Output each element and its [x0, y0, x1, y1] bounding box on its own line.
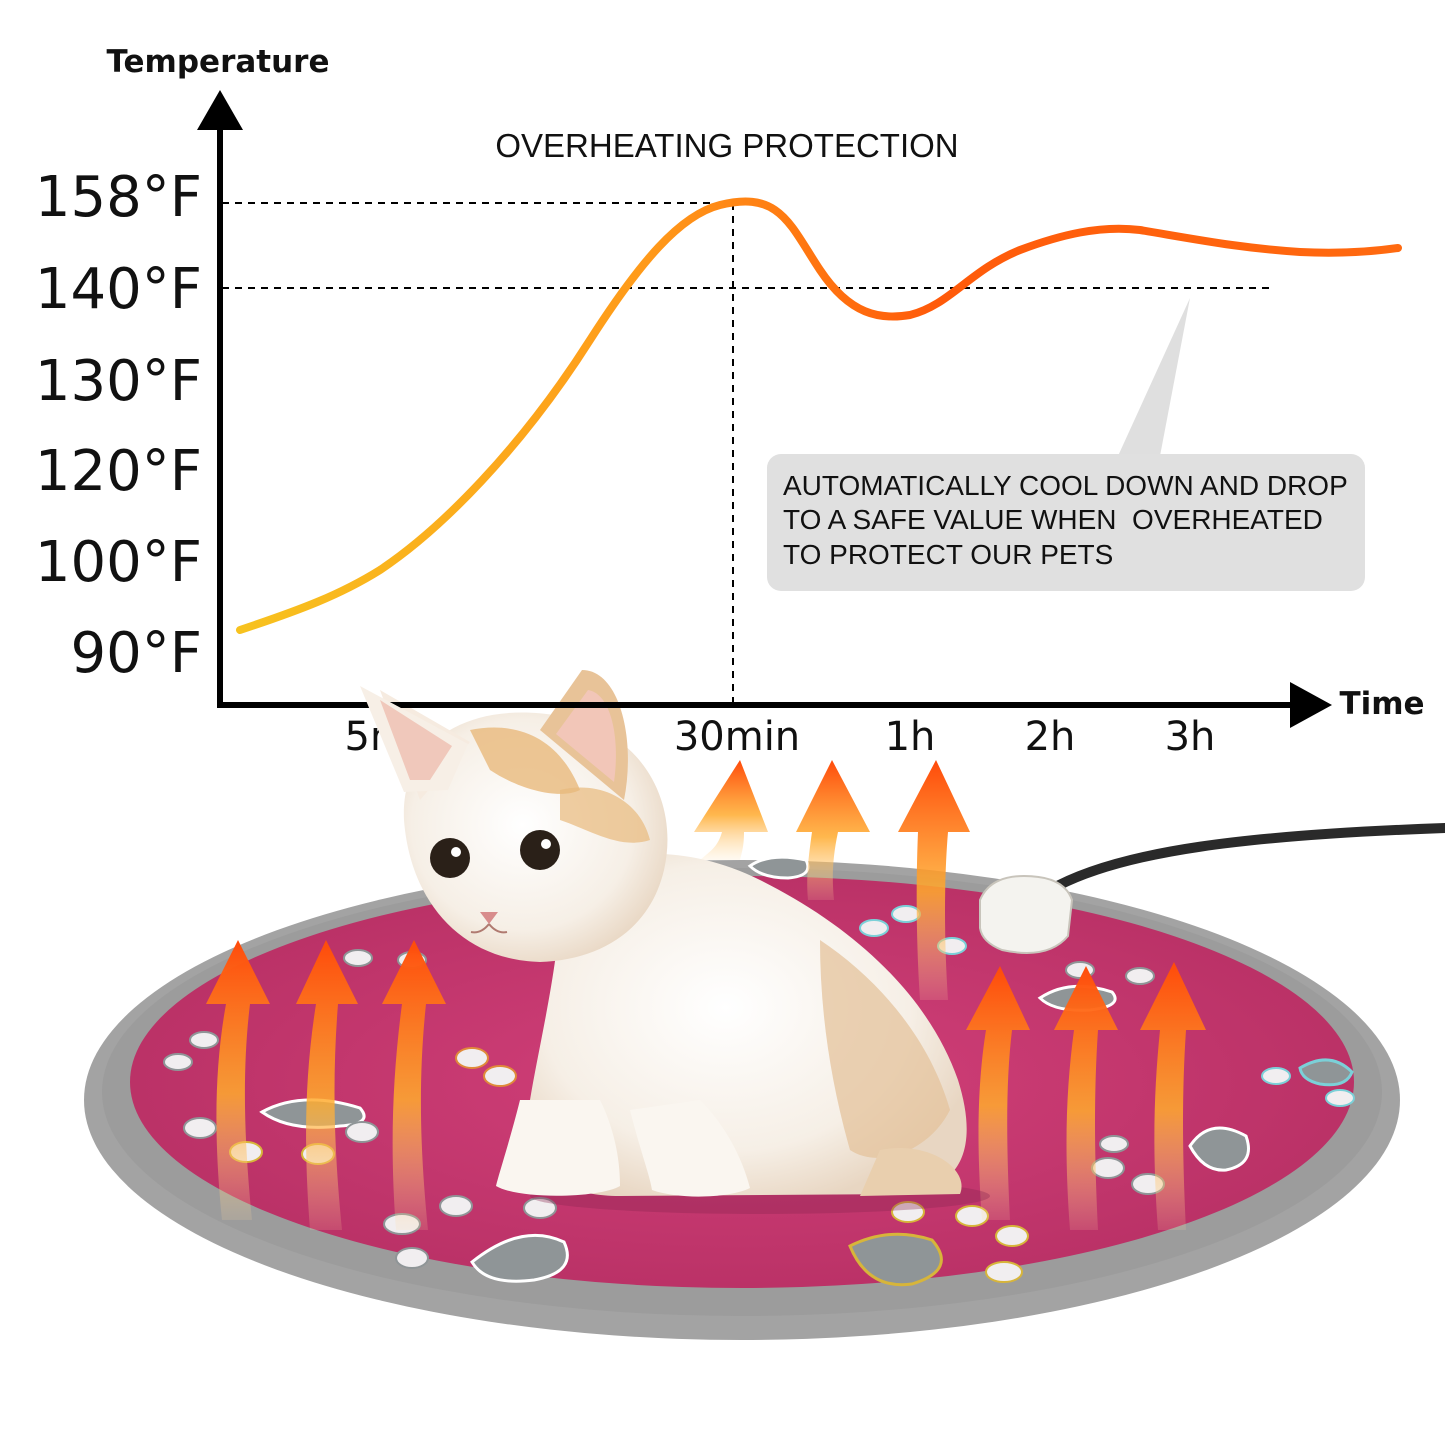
- ytick-100: 100°F: [35, 530, 202, 595]
- chart-title: OVERHEATING PROTECTION: [495, 127, 958, 164]
- ytick-130: 130°F: [35, 349, 202, 414]
- series-line-temperature: [236, 197, 1402, 634]
- callout-line-2: TO A SAFE VALUE WHEN OVERHEATED: [783, 504, 1323, 535]
- ytick-158: 158°F: [35, 165, 202, 230]
- callout: AUTOMATICALLY COOL DOWN AND DROP TO A SA…: [767, 298, 1365, 591]
- kitten: [380, 670, 990, 1214]
- temperature-controller: [979, 874, 1074, 954]
- x-axis-title: Time: [1339, 686, 1424, 722]
- xtick-3h: 3h: [1165, 714, 1216, 760]
- callout-line-1: AUTOMATICALLY COOL DOWN AND DROP: [783, 470, 1348, 501]
- callout-line-3: TO PROTECT OUR PETS: [783, 539, 1113, 570]
- xtick-2h: 2h: [1025, 714, 1076, 760]
- ytick-120: 120°F: [35, 439, 202, 504]
- x-axis-arrow-icon: [1290, 682, 1332, 728]
- y-axis-arrow-icon: [197, 90, 243, 130]
- ytick-90: 90°F: [71, 621, 202, 686]
- xtick-30min: 30min: [674, 714, 800, 760]
- chart-layer: AUTOMATICALLY COOL DOWN AND DROP TO A SA…: [35, 44, 1425, 760]
- heating-mat-illustration: [84, 670, 1445, 1340]
- heat-arrows: [206, 760, 1206, 1230]
- callout-box: [767, 454, 1365, 591]
- power-cord: [1045, 823, 1445, 895]
- kitten-ear-overlay: [360, 686, 468, 792]
- xtick-1h: 1h: [885, 714, 936, 760]
- ytick-140: 140°F: [35, 257, 202, 322]
- y-axis-title: Temperature: [107, 44, 330, 80]
